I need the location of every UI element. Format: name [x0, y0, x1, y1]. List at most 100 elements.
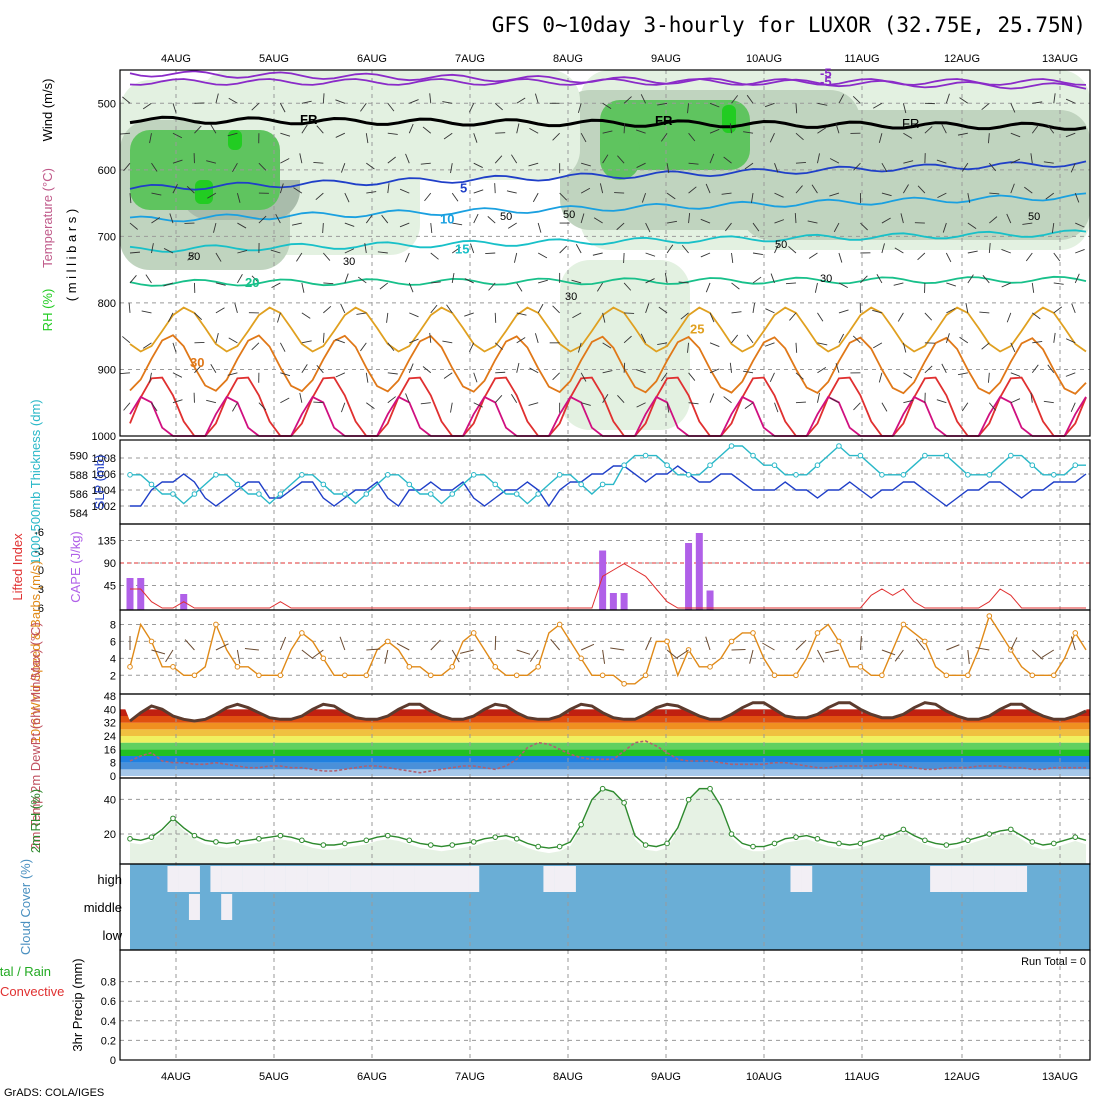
wind10m-barb [795, 639, 807, 651]
wind-barb [729, 123, 732, 134]
cloud-cell-high [264, 866, 276, 892]
wind-barb [967, 222, 977, 230]
wind-barb [667, 220, 678, 224]
wind-barb [430, 252, 439, 260]
rh-contour-label: 50 [563, 209, 575, 221]
wind-barb [301, 282, 305, 293]
wind10m-barb [762, 642, 775, 651]
wind10m-barb [366, 648, 381, 651]
wind-barb [405, 153, 410, 164]
wind-barb [774, 243, 780, 254]
wind-barb [1032, 312, 1041, 320]
slp-tick-label: 1002 [92, 501, 116, 513]
temp-axis-label: 2m Temp 2m DewPt (6hr Min/Max) (°C) [28, 622, 43, 849]
wind-barb [623, 362, 626, 373]
wind10m-barb [165, 649, 174, 663]
wind-barb [516, 337, 526, 344]
panel-frames [119, 69, 1091, 1061]
wind-barb [234, 303, 238, 314]
wind-barb [900, 213, 904, 224]
wind-barb [1071, 303, 1076, 314]
thickness-line-point [384, 472, 391, 478]
wind-barb [1010, 372, 1021, 377]
cloud-axis-label: Cloud Cover (%) [18, 859, 33, 955]
wind-barb [624, 312, 635, 314]
wind-barb [537, 252, 548, 259]
wind10m-tick-label: 6 [110, 636, 116, 648]
wind-barb [280, 158, 290, 164]
wind-barb [446, 304, 453, 314]
pressure-tick-label: 700 [98, 231, 116, 243]
thickness-line-point [793, 472, 799, 478]
thickness-line-point [1008, 452, 1014, 459]
wind-barb [280, 372, 291, 377]
isotherm-label: 15 [455, 242, 469, 257]
li-tick-label: -3 [34, 546, 44, 558]
chart-title: GFS 0~10day 3-hourly for LUXOR (32.75E, … [492, 13, 1086, 37]
wind-barb [366, 162, 375, 170]
rh2m-line-point [1029, 839, 1036, 845]
thickness-line-point [213, 472, 219, 478]
rh2m-line-point [965, 837, 971, 844]
wind10m-barb [550, 638, 561, 651]
wind-barb [145, 274, 152, 284]
wind-barb [774, 163, 779, 173]
wind-barb [277, 312, 281, 323]
thickness-line-point [599, 481, 606, 488]
slp-line [130, 465, 1087, 508]
precip-tick-label: 0.2 [101, 1035, 116, 1047]
cloud-cell-high [242, 866, 254, 892]
thickness-line-point [277, 491, 284, 497]
isotherm-label: 10 [440, 212, 454, 227]
rh2m-line-point [127, 835, 133, 842]
wind-barb [1025, 252, 1033, 262]
wind-barb [464, 312, 474, 317]
wind-barb [470, 243, 475, 254]
wind10m-barb [384, 649, 389, 664]
wind-barb [215, 307, 225, 314]
panel-frame-slp [119, 439, 1091, 525]
thickness-line-point [685, 472, 692, 478]
wind-barb [495, 371, 506, 374]
temperature-axis-label: Temperature (°C) [40, 168, 55, 268]
freezing-label: FR [902, 116, 919, 131]
cloud-cell-high [307, 866, 319, 892]
isotherm-line [129, 115, 1087, 131]
wind-barb [313, 401, 324, 404]
wind-barb [494, 102, 503, 111]
wind-barb [959, 97, 969, 104]
wind-barb [1065, 98, 1076, 104]
wind-barb [119, 372, 131, 375]
wind10m-line-point [621, 680, 627, 687]
wind10m-line-point [191, 672, 198, 679]
wind-barb [404, 252, 410, 263]
wind-barb [894, 247, 904, 254]
wind10m-barb [894, 649, 904, 662]
rh2m-line-point [191, 832, 198, 839]
chart-marks [119, 70, 1090, 920]
wind-barb [723, 156, 732, 164]
wind-barb [301, 312, 311, 319]
wind-barb [315, 192, 324, 201]
wind-barb [485, 252, 496, 254]
wind-barb [468, 342, 475, 353]
wind-barb [405, 393, 410, 403]
wind-barb [322, 93, 325, 104]
wind-barb [959, 336, 969, 344]
thickness-line-point [256, 491, 262, 497]
wind-barb [688, 372, 696, 381]
wind-barb [937, 192, 947, 199]
wind-barb [1031, 282, 1035, 293]
cape-bar [620, 593, 628, 610]
cloud-cell-high [962, 866, 974, 892]
thickness-line-point [986, 472, 993, 478]
wind-barb [280, 132, 291, 137]
wind-barb [878, 372, 883, 383]
wind-barb [516, 362, 520, 373]
wind-barb [316, 125, 324, 134]
thickness-line-point [836, 443, 842, 449]
wind-barb [340, 303, 346, 314]
cloud-cell-high [167, 866, 179, 892]
wind-barb [1001, 248, 1011, 254]
wind-barb [635, 369, 646, 374]
